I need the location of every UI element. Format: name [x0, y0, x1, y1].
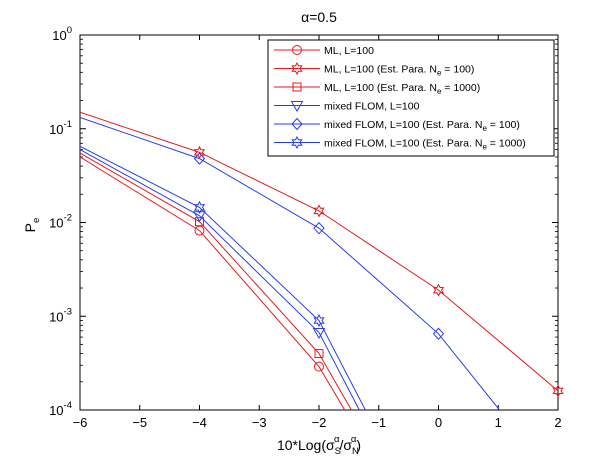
x-tick-label: −1 [371, 415, 386, 430]
legend-marker [290, 101, 304, 112]
legend: ML, L=100 ML, L=100 (Est. Para. Ne = 100)… [267, 39, 555, 157]
legend-marker [292, 82, 302, 92]
series-line-2 [80, 111, 558, 392]
x-tick-label: −5 [132, 415, 147, 430]
data-point-series-2 [432, 283, 445, 297]
data-point-series-2 [552, 384, 564, 398]
data-point-series-6 [313, 313, 325, 328]
legend-entry: mixed FLOM, L=100 [324, 101, 420, 113]
x-axis-ticks: −6 −5 −4 −3 −2 −1 0 1 2 [73, 35, 562, 430]
data-point-series-6 [193, 200, 206, 214]
legend-marker [292, 45, 302, 55]
y-tick-label: 10-2 [49, 213, 72, 231]
data-point-series-5 [432, 327, 445, 341]
x-axis-label: 10*Log(σSα/σNα) [277, 434, 361, 457]
data-point-series-3 [314, 349, 324, 359]
legend-marker [291, 135, 303, 150]
x-tick-label: −3 [252, 415, 267, 430]
legend-entry: mixed FLOM, L=100 (Est. Para. Ne = 1000) [324, 138, 526, 152]
data-point-series-2 [313, 204, 325, 218]
data-point-series-4 [312, 328, 326, 340]
svg-text:Pe: Pe [22, 218, 42, 233]
data-point-series-1 [314, 361, 324, 372]
data-point-series-5 [313, 221, 325, 235]
x-tick-label: −4 [192, 415, 207, 430]
legend-marker [291, 117, 303, 131]
series-line-3 [80, 152, 352, 410]
y-tick-label: 10-4 [49, 400, 72, 418]
x-tick-label: −2 [312, 415, 327, 430]
y-tick-label: 100 [52, 25, 72, 43]
series-line-4 [80, 149, 360, 410]
x-tick-label: 0 [435, 415, 442, 430]
legend-entry: ML, L=100 [324, 45, 374, 57]
legend-entry: mixed FLOM, L=100 (Est. Para. Ne = 100) [324, 119, 520, 133]
y-tick-label: 10-3 [49, 306, 72, 324]
series-line-6 [80, 145, 366, 410]
y-axis-ticks: 100 10-1 10-2 10-3 10-4 [49, 25, 558, 418]
data-point-series-4 [193, 211, 206, 223]
x-tick-label: −6 [73, 415, 88, 430]
legend-box [267, 39, 555, 157]
y-tick-label: 10-1 [49, 119, 72, 137]
x-tick-label: 1 [495, 415, 502, 430]
data-point-series-2 [193, 145, 206, 159]
chart-title: α=0.5 [301, 9, 337, 25]
data-point-series-3 [195, 217, 204, 227]
series-line-1 [80, 156, 346, 410]
series-line-5 [80, 116, 501, 410]
x-tick-label: 2 [554, 415, 561, 430]
legend-marker [291, 61, 303, 76]
marker-layer [193, 145, 564, 398]
series-layer [80, 111, 558, 410]
data-point-series-5 [193, 152, 206, 165]
y-axis-label: Pe [22, 218, 42, 233]
legend-entry: ML, L=100 (Est. Para. Ne = 100) [324, 64, 474, 78]
legend-entry: ML, L=100 (Est. Para. Ne = 1000) [324, 82, 480, 96]
